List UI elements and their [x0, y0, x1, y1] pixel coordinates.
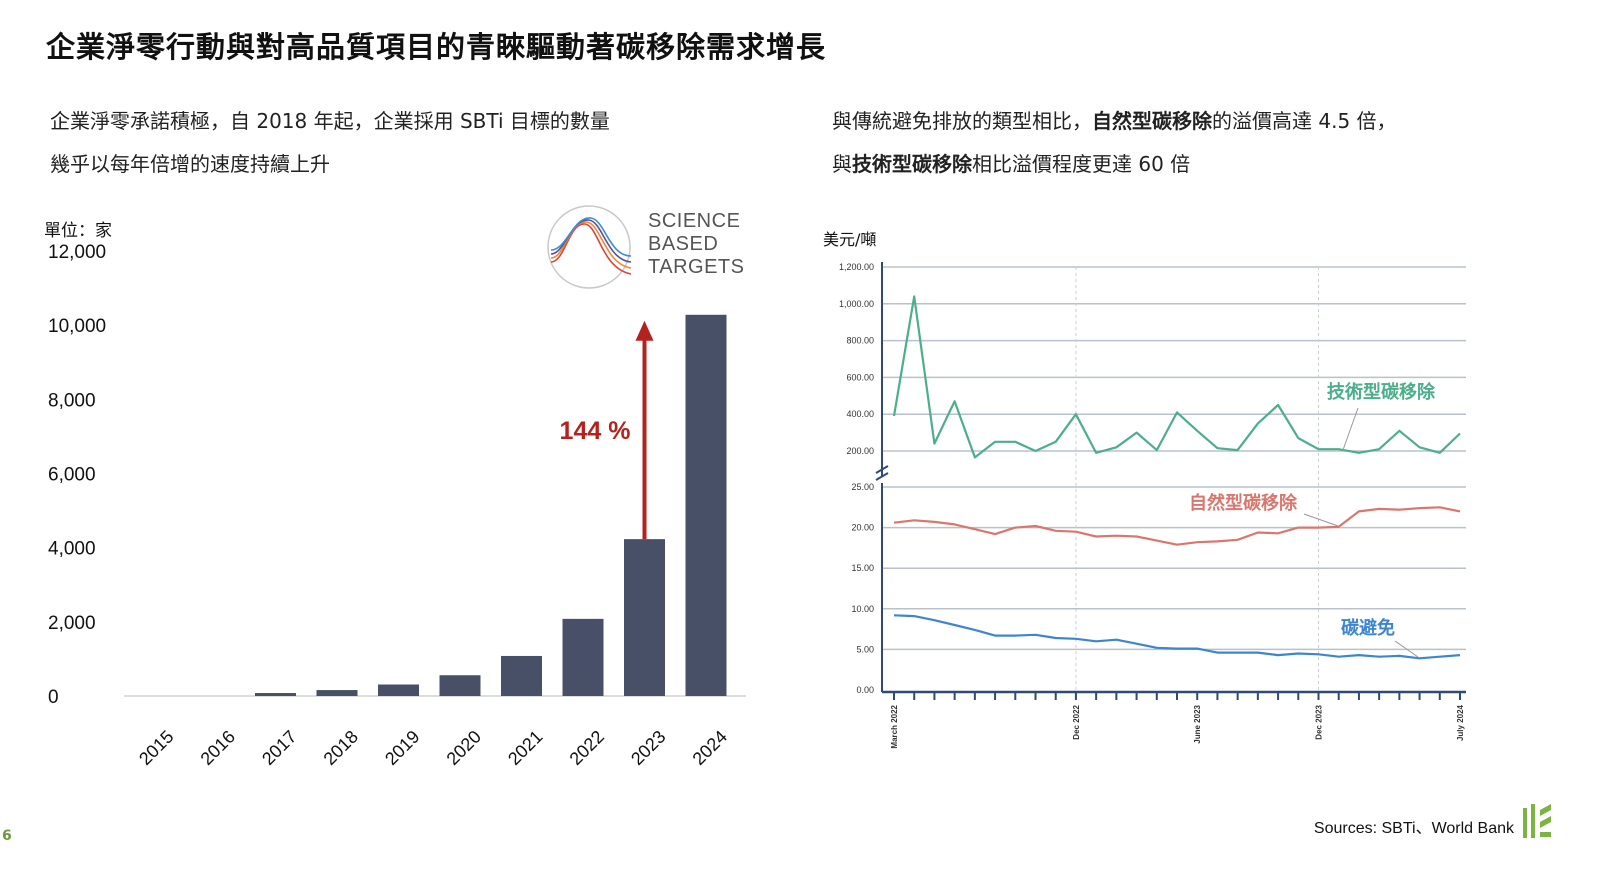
nature-label-leader [1303, 513, 1339, 527]
y-tick-label: 12,000 [48, 242, 106, 263]
avoidance-label-leader [1394, 640, 1419, 658]
right-text-part: 相比溢價程度更達 60 倍 [972, 152, 1191, 176]
nature-removal-line [893, 506, 1461, 546]
lower-y-tick-label: 25.00 [851, 482, 874, 492]
bar-2020 [439, 675, 481, 696]
y-tick-label: 10,000 [48, 316, 106, 337]
sources-note: Sources: SBTi、World Bank [1313, 820, 1514, 837]
bar-2024 [685, 314, 727, 696]
y-tick-label: 8,000 [48, 390, 96, 411]
bar-2023 [624, 539, 665, 696]
page-number: 6 [2, 828, 12, 844]
upper-y-tick-label: 400.00 [846, 409, 874, 419]
right-text-part: 的溢價高達 4.5 倍， [1212, 109, 1397, 133]
axis-break [875, 472, 889, 481]
left-description-line2: 幾乎以每年倍增的速度持續上升 [50, 152, 330, 176]
right-description: 與傳統避免排放的類型相比，自然型碳移除的溢價高達 4.5 倍， 與技術型碳移除相… [832, 100, 1397, 186]
tech-removal-label: 技術型碳移除 [1327, 381, 1436, 403]
upper-y-tick-label: 200.00 [846, 446, 874, 456]
line-chart-unit-label: 美元/噸 [823, 230, 877, 249]
y-tick-label: 6,000 [48, 465, 96, 486]
lower-y-tick-label: 15.00 [851, 563, 874, 573]
upper-y-tick-label: 1,000.00 [839, 299, 874, 309]
bar-2018 [316, 690, 358, 696]
tech-removal-line [892, 295, 1461, 459]
y-tick-label: 2,000 [48, 613, 96, 634]
bar-2019 [378, 684, 419, 696]
sbti-logo-icon [547, 205, 632, 289]
lower-y-tick-label: 5.00 [856, 644, 874, 654]
nature-removal-label: 自然型碳移除 [1189, 492, 1298, 514]
logo-line: SCIENCE [648, 210, 741, 232]
bar-2017 [255, 693, 296, 696]
bar-2021 [501, 655, 542, 696]
right-description-line1: 與傳統避免排放的類型相比，自然型碳移除的溢價高達 4.5 倍， [832, 100, 1397, 143]
bar-chart-unit-label: 單位：家 [44, 221, 112, 241]
brand-logo-icon [1523, 804, 1551, 838]
tech-label-leader [1342, 407, 1359, 451]
avoidance-line [893, 614, 1461, 660]
lower-y-tick-label: 10.00 [851, 604, 874, 614]
upper-y-tick-label: 1,200.00 [839, 262, 874, 272]
sbti-logo-text: SCIENCE BASED TARGETS [648, 210, 744, 279]
axis-break [875, 465, 889, 474]
page-title: 企業淨零行動與對高品質項目的青睞驅動著碳移除需求增長 [46, 30, 827, 64]
upper-y-tick-label: 800.00 [846, 336, 874, 346]
right-text-part: 與傳統避免排放的類型相比， [832, 109, 1092, 133]
logo-line: TARGETS [648, 256, 745, 278]
lower-y-tick-label: 20.00 [851, 523, 874, 533]
right-description-line2: 與技術型碳移除相比溢價程度更達 60 倍 [832, 143, 1397, 186]
x-tick-label: Dec 2022 [1072, 704, 1081, 739]
lower-y-tick-label: 0.00 [856, 685, 874, 695]
logo-line: BASED [648, 233, 719, 255]
x-tick-label: June 2023 [1193, 704, 1202, 743]
bar-2022 [562, 618, 604, 696]
avoidance-label: 碳避免 [1341, 617, 1395, 639]
upper-y-tick-label: 600.00 [846, 372, 874, 382]
left-description: 企業淨零承諾積極，自 2018 年起，企業採用 SBTi 目標的數量 幾乎以每年… [50, 100, 610, 186]
tech-removal-highlight: 技術型碳移除 [852, 152, 972, 176]
growth-arrow-head [635, 320, 654, 341]
growth-annotation: 144 % [560, 417, 631, 445]
x-tick-label: July 2024 [1456, 704, 1465, 741]
x-tick-label: March 2022 [890, 704, 899, 748]
left-description-line1: 企業淨零承諾積極，自 2018 年起，企業採用 SBTi 目標的數量 [50, 109, 610, 133]
right-text-part: 與 [832, 152, 852, 176]
carbon-price-line-chart: 200.00 400.00 600.00 800.00 1,000.00 1,200.00… [839, 262, 1466, 749]
y-tick-label: 4,000 [48, 539, 96, 560]
y-tick-label: 0 [48, 687, 59, 708]
nature-removal-highlight: 自然型碳移除 [1092, 109, 1212, 133]
x-tick-label: Dec 2023 [1315, 704, 1324, 739]
